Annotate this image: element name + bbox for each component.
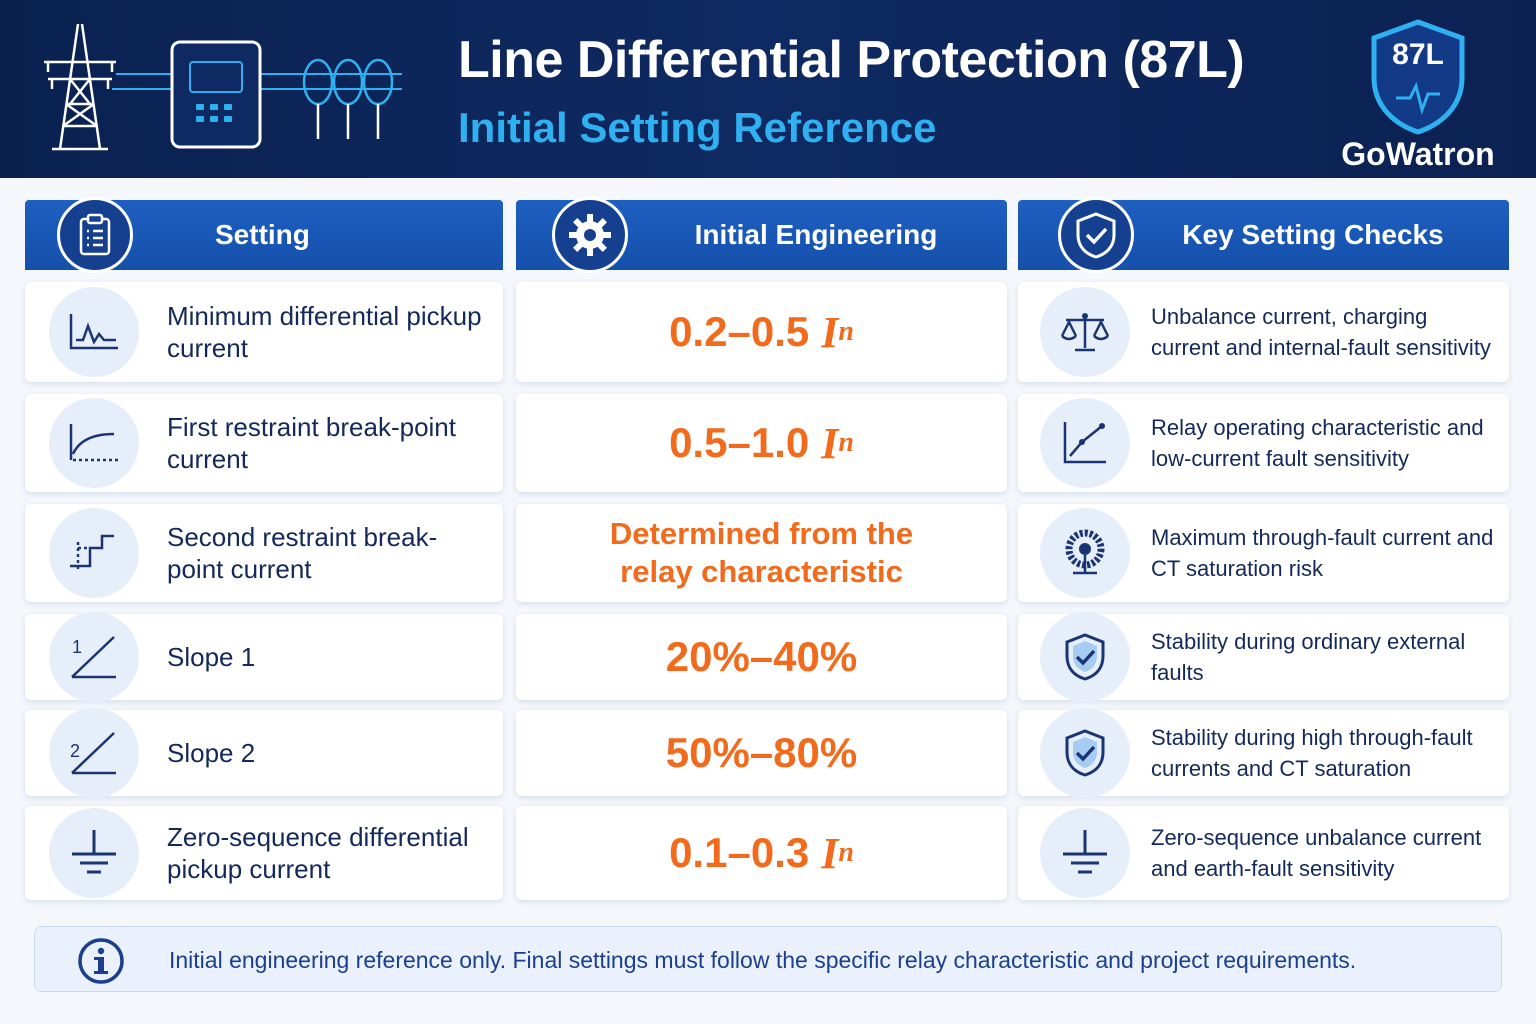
setting-check-card: Maximum through-fault current and CT sat… <box>1018 504 1509 602</box>
unit-symbol: I <box>821 828 839 878</box>
setting-item-label: Slope 1 <box>167 642 256 672</box>
setting-check-card: Stability during ordinary external fault… <box>1018 612 1509 702</box>
header-banner: Line Differential Protection (87L) Initi… <box>0 0 1536 178</box>
reference-value-number: 0.2–0.5 <box>669 308 810 355</box>
step-curve-icon <box>49 508 139 598</box>
slope-2-icon: 2 <box>49 708 139 798</box>
shield-check-icon <box>1040 612 1130 702</box>
setting-check-card: Zero-sequence unbalance current and eart… <box>1018 806 1509 900</box>
column-header-engineering-reference: Initial Engineering Reference <box>516 197 1007 320</box>
setting-check-label: Zero-sequence unbalance current and eart… <box>1151 825 1482 881</box>
setting-item-card: Second restraint break-point current <box>25 504 503 602</box>
clipboard-icon <box>57 197 133 273</box>
badge-label: 87L <box>1392 38 1444 71</box>
current-transformer-icon <box>1040 508 1130 598</box>
shield-badge-icon <box>1371 19 1465 135</box>
slope-1-icon: 1 <box>49 612 139 702</box>
setting-check-label: Stability during high through-fault curr… <box>1151 725 1473 781</box>
unit-symbol: I <box>821 418 839 468</box>
svg-text:2: 2 <box>70 741 80 761</box>
power-line-illustration <box>44 23 402 151</box>
reference-value-number: 0.5–1.0 <box>669 419 810 466</box>
column-header-setting-item: Setting Item <box>25 197 503 320</box>
setting-check-label: Unbalance current, charging current and … <box>1151 304 1491 360</box>
info-icon <box>78 938 124 984</box>
setting-item-label: First restraint break-point current <box>167 412 456 474</box>
reference-value-number: 50%–80% <box>665 729 858 776</box>
shield-check-icon <box>1040 708 1130 798</box>
reference-value-card: 50%–80% <box>516 710 1007 796</box>
setting-item-label: Minimum differential pickup current <box>167 301 482 363</box>
curve-icon <box>49 398 139 488</box>
reference-value-number: 0.1–0.3 <box>669 829 810 876</box>
reference-value-number: Determined from the relay characteristic <box>609 516 914 589</box>
setting-item-card: 2 Slope 2 <box>25 708 503 798</box>
ground-icon <box>49 808 139 898</box>
setting-item-card: First restraint break-point current <box>25 394 503 492</box>
setting-check-label: Relay operating characteristic and low-c… <box>1151 415 1484 471</box>
setting-item-label: Zero-sequence differential pickup curren… <box>167 822 469 884</box>
brand-logo: GoWatron <box>1341 136 1495 172</box>
column-label: Initial Engineering Reference <box>694 219 938 320</box>
setting-check-label: Stability during ordinary external fault… <box>1151 629 1466 685</box>
setting-item-label: Slope 2 <box>167 738 256 768</box>
reference-value-card: 20%–40% <box>516 614 1007 700</box>
page-subtitle: Initial Setting Reference <box>458 104 937 151</box>
unit-subscript: n <box>838 427 854 458</box>
footer-note-text: Initial engineering reference only. Fina… <box>169 947 1357 973</box>
setting-item-card: 1 Slope 1 <box>25 612 503 702</box>
unit-subscript: n <box>838 316 854 347</box>
reference-value: 50%–80% <box>516 710 1007 796</box>
unit-subscript: n <box>838 837 854 868</box>
setting-check-card: Stability during high through-fault curr… <box>1018 708 1509 798</box>
setting-check-card: Relay operating characteristic and low-c… <box>1018 394 1509 492</box>
column-header-key-checks: Key Setting Checks <box>1018 197 1509 273</box>
gear-icon <box>552 197 628 273</box>
shield-check-icon <box>1058 197 1134 273</box>
setting-item-card: Minimum differential pickup current <box>25 282 503 382</box>
setting-item-label: Second restraint break-point current <box>167 522 438 584</box>
footer-note: Initial engineering reference only. Fina… <box>34 926 1502 992</box>
setting-check-card: Unbalance current, charging current and … <box>1018 282 1509 382</box>
reference-value-card: Determined from the relay characteristic <box>516 504 1007 602</box>
column-label: Key Setting Checks <box>1182 219 1444 250</box>
setting-check-label: Maximum through-fault current and CT sat… <box>1151 525 1494 581</box>
setting-item-card: Zero-sequence differential pickup curren… <box>25 806 503 900</box>
svg-text:1: 1 <box>72 637 82 657</box>
characteristic-chart-icon <box>1040 398 1130 488</box>
scale-icon <box>1040 287 1130 377</box>
waveform-icon <box>49 287 139 377</box>
reference-value: Determined from the relay characteristic <box>516 504 1007 602</box>
page-title: Line Differential Protection (87L) <box>458 31 1245 89</box>
unit-symbol: I <box>821 307 839 357</box>
column-label: Setting Item <box>215 219 310 320</box>
ground-icon <box>1040 808 1130 898</box>
reference-value: 20%–40% <box>516 614 1007 700</box>
reference-value-number: 20%–40% <box>665 633 858 680</box>
